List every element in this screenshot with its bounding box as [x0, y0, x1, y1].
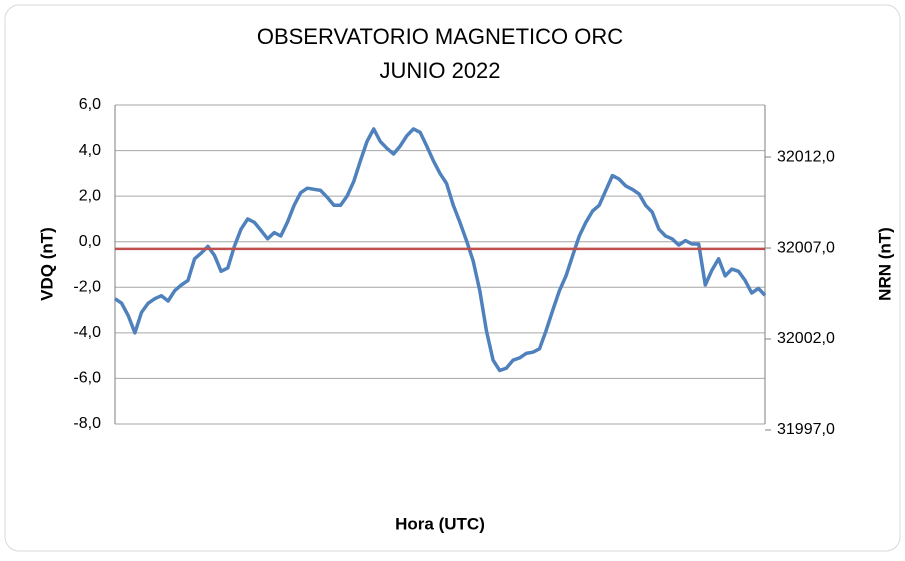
y-tick-label: -8,0	[73, 415, 101, 432]
y-tick-label: -2,0	[73, 279, 101, 296]
series-line	[114, 127, 767, 373]
y-tick-label: -4,0	[73, 324, 101, 341]
chart-title: OBSERVATORIO MAGNETICO ORC	[257, 24, 623, 49]
chart-subtitle: JUNIO 2022	[379, 58, 500, 83]
y-axis-label: VDQ (nT)	[37, 227, 56, 301]
y-tick-label: -6,0	[73, 370, 101, 387]
y-tick-label: 4,0	[79, 142, 101, 159]
y2-axis-label: NRN (nT)	[875, 227, 894, 301]
y2-tick-label: 32007,0	[777, 239, 835, 256]
y2-tick-label: 32002,0	[777, 330, 835, 347]
y-tick-label: 2,0	[79, 187, 101, 204]
y2-tick-label: 32012,0	[777, 148, 835, 165]
y-tick-label: 0,0	[79, 233, 101, 250]
y2-tick-label: 31997,0	[777, 421, 835, 438]
chart-frame	[4, 4, 901, 552]
y-tick-label: 6,0	[79, 96, 101, 113]
x-axis-label: Hora (UTC)	[395, 514, 485, 533]
